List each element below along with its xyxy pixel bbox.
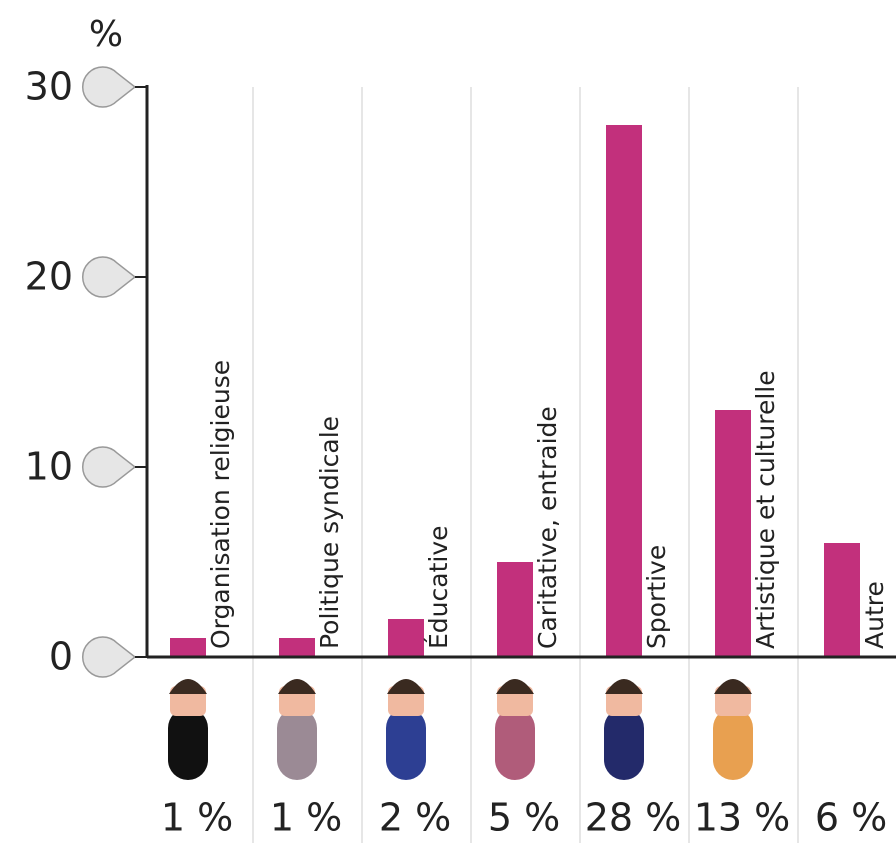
value-label: 28 % [585, 796, 682, 840]
value-label: 5 % [488, 796, 560, 840]
figure-hair [169, 679, 207, 694]
value-label: 6 % [815, 796, 887, 840]
figure-body [713, 708, 753, 780]
bar [606, 125, 642, 657]
figure-hair [714, 679, 752, 694]
bar [279, 638, 315, 657]
tick-bubble [81, 66, 137, 108]
tick-bubble [81, 256, 137, 298]
value-label: 1 % [161, 796, 233, 840]
y-axis-label: % [89, 14, 123, 55]
bar [388, 619, 424, 657]
tick-bubble [81, 636, 137, 678]
figure-body [604, 708, 644, 780]
figure-body [277, 708, 317, 780]
figure-body [168, 708, 208, 780]
category-label: Organisation religieuse [206, 360, 235, 649]
figure-hair [605, 679, 643, 694]
figure-body [495, 708, 535, 780]
value-label: 2 % [379, 796, 451, 840]
bar [824, 543, 860, 657]
y-tick-label: 10 [25, 445, 73, 489]
y-tick-label: 20 [25, 255, 73, 299]
value-label: 1 % [270, 796, 342, 840]
bar [497, 562, 533, 657]
bar [170, 638, 206, 657]
category-label: Politique syndicale [315, 416, 344, 649]
figure-hair [496, 679, 534, 694]
tick-bubble [81, 446, 137, 488]
category-label: Éducative [424, 526, 453, 650]
figure-hair [387, 679, 425, 694]
figure-body [386, 708, 426, 780]
category-label: Caritative, entraide [533, 406, 562, 649]
y-tick-label: 0 [49, 635, 73, 679]
value-label: 13 % [694, 796, 791, 840]
category-label: Artistique et culturelle [751, 370, 780, 649]
figure-hair [278, 679, 316, 694]
y-tick-label: 30 [25, 65, 73, 109]
bar [715, 410, 751, 657]
category-label: Autre [860, 581, 889, 649]
category-label: Sportive [642, 545, 671, 649]
